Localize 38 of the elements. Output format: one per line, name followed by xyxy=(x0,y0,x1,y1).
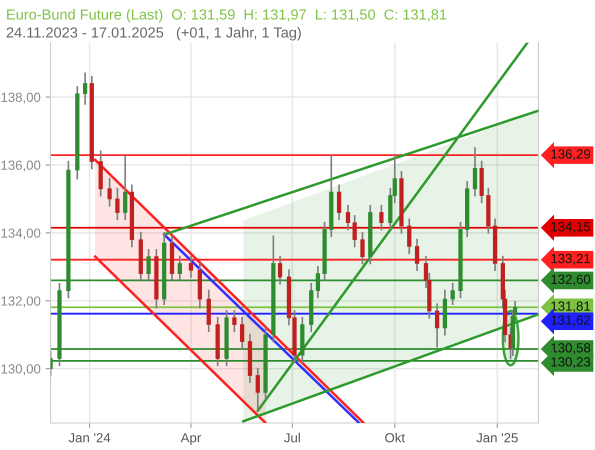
candlestick xyxy=(472,147,478,196)
candlestick xyxy=(414,238,420,272)
ref-line-label: 131,62 xyxy=(551,315,590,326)
x-tick-label: Apr xyxy=(180,433,201,446)
y-tick-label: 132,00 xyxy=(2,296,40,308)
ref-line-label: 134,15 xyxy=(551,222,590,233)
x-tick-label: Okt xyxy=(385,432,405,442)
candlestick xyxy=(232,310,237,332)
y-tick-label: 134,00 xyxy=(2,228,40,240)
candlestick xyxy=(336,184,342,220)
ref-line-label: 133,21 xyxy=(551,254,590,265)
candlestick xyxy=(82,72,88,105)
candlestick xyxy=(115,188,120,220)
x-tick-label: Jan '25 xyxy=(476,433,518,442)
y-tick-label: 136,00 xyxy=(2,160,40,172)
candlestick xyxy=(107,178,112,207)
candlestick xyxy=(407,218,412,254)
chart-subtitle: 24.11.2023 - 17.01.2025 (+01, 1 Jahr, 1 Tag) xyxy=(6,26,301,41)
x-tick-label: Jan '24 xyxy=(68,433,110,442)
x-tick-label: Jul xyxy=(284,432,300,442)
candlestick xyxy=(240,316,244,350)
ref-line-label: 130,23 xyxy=(551,357,590,368)
candlestick xyxy=(256,368,260,410)
ref-line-label: 131,81 xyxy=(551,301,590,312)
ref-line-label: 136,29 xyxy=(551,149,590,160)
candlestick xyxy=(360,232,365,264)
y-tick-label: 138,00 xyxy=(2,92,40,104)
chart-title: Euro-Bund Future (Last) O: 131,59 H: 131,97 L: 131,50 C: 131,81 xyxy=(7,8,446,23)
ref-line-label: 132,60 xyxy=(551,274,590,286)
candlestick xyxy=(188,256,194,278)
candlestick xyxy=(123,154,128,220)
candlestick xyxy=(346,204,350,230)
candlestick xyxy=(278,256,282,285)
candlestick xyxy=(434,303,440,348)
candlestick xyxy=(379,204,384,230)
candlestick xyxy=(352,215,357,248)
y-tick-label: 130,00 xyxy=(2,364,40,376)
ref-line-label: 130,58 xyxy=(551,343,590,354)
